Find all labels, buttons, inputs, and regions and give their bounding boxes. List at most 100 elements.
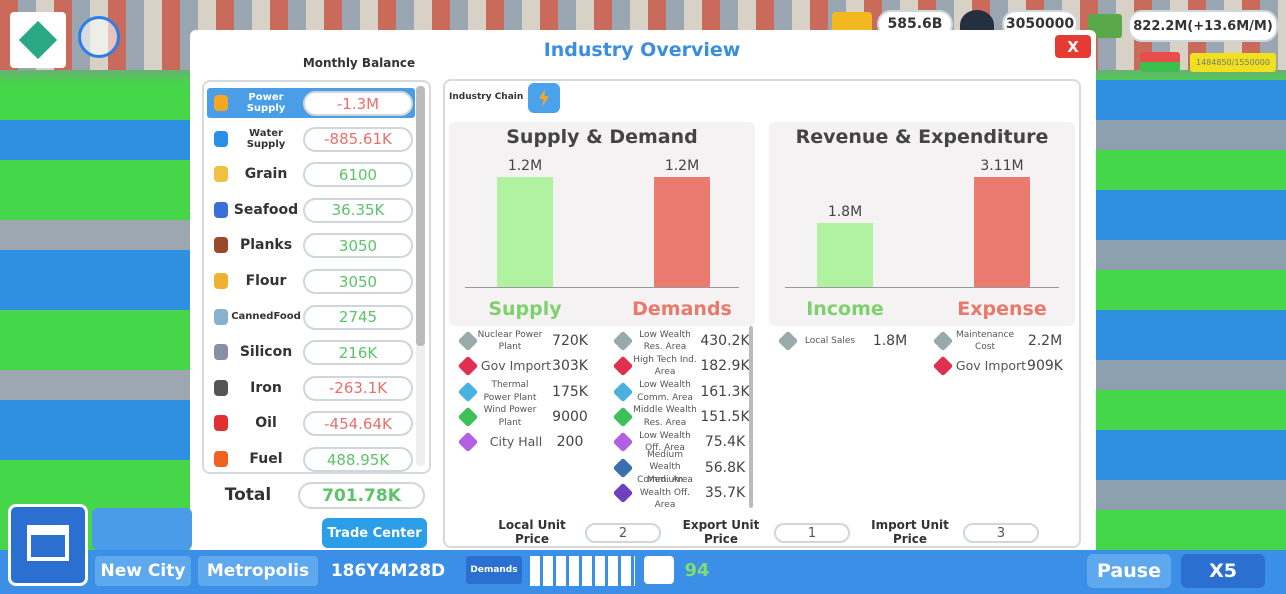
item-icon (214, 237, 228, 254)
item-name: CannedFood (231, 311, 301, 323)
bar-label: 1.8M (827, 204, 863, 221)
list-scrollbar (749, 326, 753, 508)
item-value: 6100 (303, 162, 413, 188)
item-icon (214, 95, 228, 111)
item-name: Iron (250, 379, 282, 396)
list-value: 2.2M (1027, 333, 1063, 349)
layers-icon (18, 20, 58, 60)
bank-button[interactable] (8, 504, 88, 586)
category-label: Income (806, 298, 884, 320)
item-name: Oil (255, 415, 277, 432)
bank-icon (27, 525, 69, 561)
panel-title: Industry Overview (543, 39, 741, 61)
map-right (1095, 80, 1286, 550)
list-name: Middle Wealth Res. Area (633, 405, 697, 428)
item-icon (214, 166, 228, 183)
item-icon (214, 273, 228, 289)
list-value: 56.8K (704, 459, 746, 476)
item-icon (214, 201, 228, 218)
chart-axis (465, 287, 739, 288)
item-name: Planks (239, 237, 293, 254)
item-name: Grain (244, 166, 288, 183)
price-label: Export Unit Price (682, 518, 760, 546)
item-name: Seafood (233, 201, 299, 218)
speed-button[interactable]: X5 (1181, 554, 1265, 588)
item-value: 2745 (303, 304, 413, 330)
item-icon (214, 451, 228, 467)
item-value: 3050 (303, 233, 413, 259)
list-value: 175K (552, 383, 588, 400)
list-value: 9000 (552, 408, 588, 425)
price-label: Local Unit Price (498, 518, 566, 546)
item-value: 216K (303, 340, 413, 366)
list-name: Medium Wealth Comm. Area (637, 449, 693, 485)
item-name: Flour (245, 273, 287, 289)
bar-label: 1.2M (507, 158, 543, 174)
chart-axis (785, 287, 1059, 288)
pause-button[interactable]: Pause (1087, 554, 1171, 588)
city-name[interactable]: New City (95, 556, 191, 586)
list-name: Nuclear Power Plant (477, 329, 543, 353)
industry-chain-icon[interactable] (528, 83, 560, 113)
item-value: -1.3M (303, 91, 413, 116)
close-button[interactable]: X (1055, 35, 1091, 58)
bar (497, 177, 553, 287)
bar-label: 1.2M (664, 158, 700, 174)
category-label: Supply (488, 298, 562, 320)
list-value: 75.4K (704, 434, 746, 451)
list-value: 720K (552, 333, 588, 349)
list-value: 909K (1027, 358, 1063, 375)
bar (974, 177, 1030, 287)
balance-title: Monthly Balance (302, 56, 416, 70)
list-name: Low Wealth Res. Area (639, 329, 691, 353)
price-label: Import Unit Price (871, 518, 949, 546)
item-value: 488.95K (303, 447, 413, 472)
build-tabs[interactable] (92, 508, 192, 550)
list-name: City Hall (489, 433, 543, 449)
list-name: High Tech Ind. Area (633, 354, 697, 378)
happiness-icon (644, 556, 674, 584)
item-value: -885.61K (303, 126, 413, 152)
category-label: Demands (632, 298, 732, 320)
item-name: Power Supply (246, 92, 286, 114)
item-icon (214, 308, 228, 325)
list-name: Wind Power Plant (483, 405, 537, 428)
chart-title: Supply & Demand (506, 126, 698, 148)
category-label: Expense (957, 298, 1047, 320)
info-button[interactable] (78, 16, 120, 58)
bar (654, 177, 710, 287)
game-date: 186Y4M28D (330, 561, 446, 581)
bolt (539, 89, 549, 107)
price-value: 3 (963, 523, 1039, 543)
price-value: 2 (585, 523, 661, 543)
breakdown-list (930, 326, 1076, 510)
item-icon (214, 344, 228, 361)
breakdown-list (455, 326, 601, 510)
list-name: Local Sales (804, 335, 856, 346)
layers-button[interactable] (10, 12, 66, 68)
bar (817, 223, 873, 287)
list-name: Low Wealth Off. Area (639, 430, 691, 454)
capacity-bar: 1484850/1550000 (1190, 53, 1276, 72)
list-value: 303K (552, 358, 588, 375)
chart-title: Revenue & Expenditure (795, 126, 1049, 148)
item-icon (214, 130, 228, 147)
item-value: 3050 (303, 269, 413, 294)
price-value: 1 (774, 523, 850, 543)
demand-bars (530, 556, 635, 586)
list-name: Gov Import (480, 358, 552, 374)
item-icon (214, 415, 228, 432)
industry-chain-label: Industry Chain (449, 92, 524, 102)
breakdown-list (610, 326, 756, 510)
bar-label: 3.11M (980, 158, 1024, 174)
list-value: 151.5K (700, 408, 750, 425)
total-label: Total (224, 485, 272, 505)
trade-center-button[interactable]: Trade Center (322, 518, 427, 548)
list-name: Low Wealth Comm. Area (637, 380, 693, 403)
item-name: Silicon (239, 344, 293, 361)
city-tier: Metropolis (198, 556, 318, 586)
money-value: 822.2M(+13.6M/M) (1128, 10, 1278, 42)
demands-label: Demands (466, 556, 522, 584)
item-value: -263.1K (303, 375, 413, 401)
